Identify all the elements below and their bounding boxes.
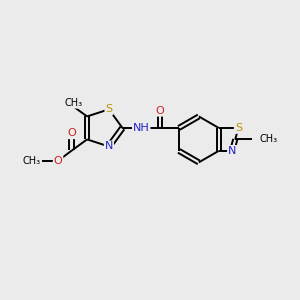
Text: O: O xyxy=(156,106,164,116)
Text: N: N xyxy=(228,146,236,156)
Text: N: N xyxy=(105,142,113,152)
Text: O: O xyxy=(68,128,76,138)
Text: CH₃: CH₃ xyxy=(64,98,82,108)
Text: NH: NH xyxy=(133,123,150,133)
Text: O: O xyxy=(54,156,62,166)
Text: S: S xyxy=(105,104,112,114)
Text: CH₃: CH₃ xyxy=(260,134,278,144)
Text: S: S xyxy=(235,123,242,133)
Text: CH₃: CH₃ xyxy=(23,156,41,166)
